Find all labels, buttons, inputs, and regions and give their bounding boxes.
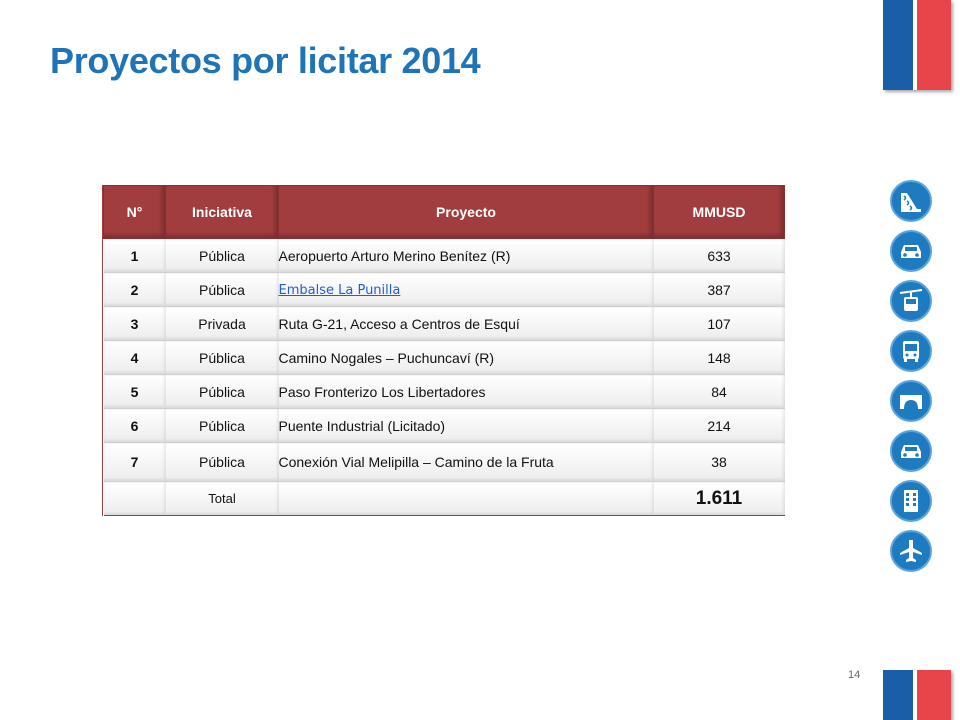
row-proyecto: Ruta G-21, Acceso a Centros de Esquí (278, 306, 654, 341)
row-mmusd: 387 (653, 272, 785, 307)
row-iniciativa: Pública (165, 374, 279, 409)
table-row: 4 Pública Camino Nogales – Puchuncaví (R… (103, 340, 785, 375)
row-num: 5 (103, 374, 166, 409)
row-iniciativa: Pública (165, 272, 279, 307)
row-proyecto: Paso Fronterizo Los Libertadores (278, 374, 654, 409)
header-mmusd: MMUSD (653, 185, 785, 239)
page-title: Proyectos por licitar 2014 (50, 40, 481, 81)
total-empty-cell (103, 481, 166, 516)
table-row: 1 Pública Aeropuerto Arturo Merino Benít… (103, 238, 785, 273)
row-proyecto: Conexión Vial Melipilla – Camino de la F… (278, 442, 654, 482)
total-row: Total 1.611 (103, 481, 785, 516)
row-mmusd: 38 (653, 442, 785, 482)
header-iniciativa: Iniciativa (165, 185, 279, 239)
table-row: 2 Pública Embalse La Punilla 387 (103, 272, 785, 307)
projects-table: N° Iniciativa Proyecto MMUSD 1 Pública A… (102, 185, 785, 516)
embalse-link[interactable]: Embalse La Punilla (278, 283, 401, 298)
row-iniciativa: Pública (165, 442, 279, 482)
table-row: 6 Pública Puente Industrial (Licitado) 2… (103, 408, 785, 443)
airplane-icon (890, 530, 932, 572)
cable-car-icon (890, 280, 932, 322)
row-proyecto: Camino Nogales – Puchuncaví (R) (278, 340, 654, 375)
page-number: 14 (848, 669, 861, 681)
header-proyecto: Proyecto (278, 185, 654, 239)
row-proyecto: Puente Industrial (Licitado) (278, 408, 654, 443)
row-proyecto: Aeropuerto Arturo Merino Benítez (R) (278, 238, 654, 273)
row-mmusd: 148 (653, 340, 785, 375)
table-row: 5 Pública Paso Fronterizo Los Libertador… (103, 374, 785, 409)
flag-decoration-top (883, 0, 951, 90)
row-proyecto-cell: Embalse La Punilla (278, 272, 654, 307)
row-iniciativa: Pública (165, 408, 279, 443)
row-num: 4 (103, 340, 166, 375)
table-header-row: N° Iniciativa Proyecto MMUSD (103, 185, 785, 239)
row-iniciativa: Pública (165, 340, 279, 375)
building-icon (890, 480, 932, 522)
row-num: 2 (103, 272, 166, 307)
row-mmusd: 214 (653, 408, 785, 443)
header-num: N° (103, 185, 166, 239)
category-icons (890, 180, 934, 580)
total-value: 1.611 (653, 481, 785, 516)
bus-icon (890, 330, 932, 372)
row-mmusd: 84 (653, 374, 785, 409)
water-dam-icon (890, 180, 932, 222)
table-row: 7 Pública Conexión Vial Melipilla – Cami… (103, 442, 785, 482)
total-label: Total (165, 481, 279, 516)
row-iniciativa: Pública (165, 238, 279, 273)
table-row: 3 Privada Ruta G-21, Acceso a Centros de… (103, 306, 785, 341)
row-num: 1 (103, 238, 166, 273)
row-iniciativa: Privada (165, 306, 279, 341)
row-num: 7 (103, 442, 166, 482)
row-mmusd: 107 (653, 306, 785, 341)
car-icon (890, 230, 932, 272)
car-icon (890, 430, 932, 472)
total-empty-cell (278, 481, 654, 516)
row-num: 3 (103, 306, 166, 341)
row-num: 6 (103, 408, 166, 443)
flag-decoration-bottom (883, 670, 951, 720)
row-mmusd: 633 (653, 238, 785, 273)
bridge-icon (890, 380, 932, 422)
